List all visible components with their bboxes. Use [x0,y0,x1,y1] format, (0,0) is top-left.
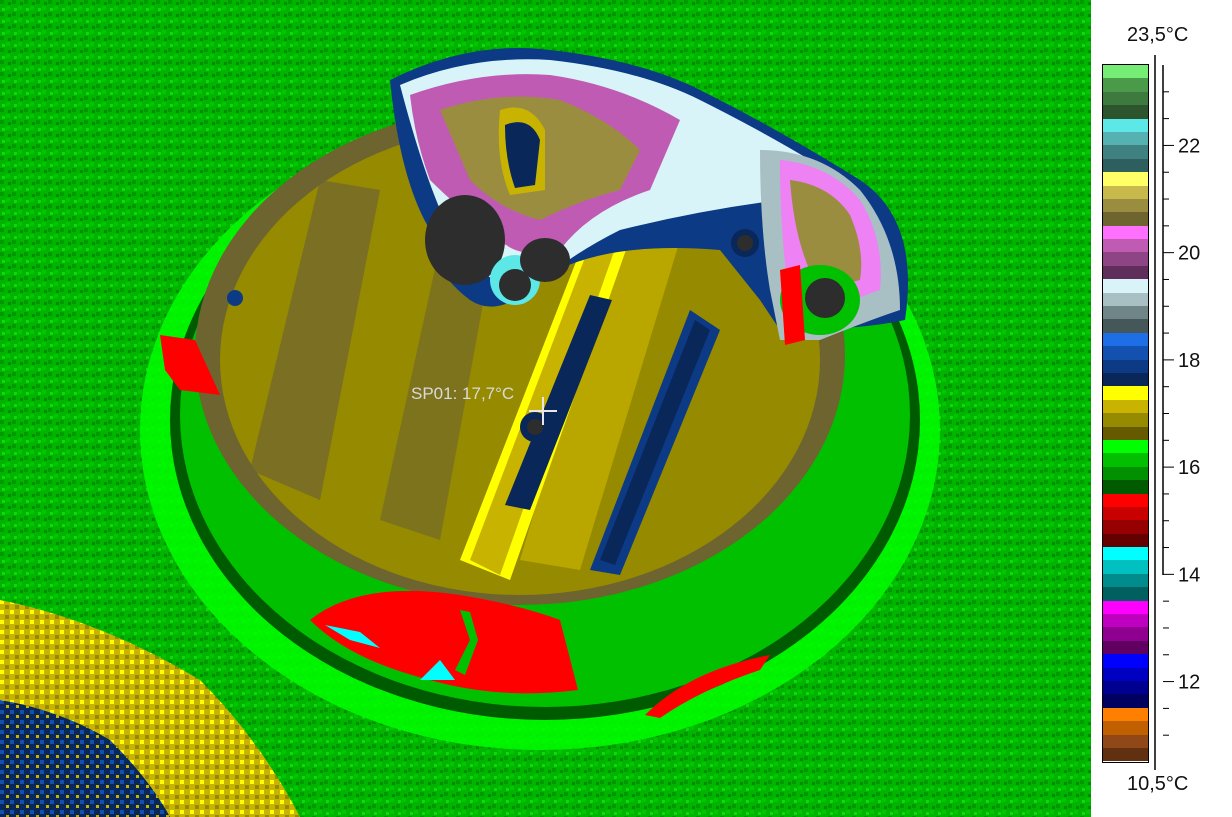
scale-swatch [1103,225,1148,240]
scale-swatch [1103,105,1148,119]
scale-swatch [1103,212,1148,226]
scale-swatch [1103,145,1148,159]
scale-swatch [1103,91,1148,106]
scale-swatch [1103,506,1148,521]
scale-swatch [1103,65,1148,79]
scale-swatch [1103,279,1148,293]
scale-swatch [1103,560,1148,574]
scale-swatch [1103,319,1148,333]
scale-swatch [1103,747,1148,762]
scale-swatch [1103,426,1148,440]
scale-max-label: 23,5°C [1127,24,1189,46]
scale-swatch [1103,399,1148,414]
scale-tick-label: 16 [1178,457,1200,479]
spot-measurement-label: SP01: 17,7°C [411,384,515,403]
color-scale-bar [1102,64,1149,763]
scale-swatch [1103,654,1148,668]
scale-tick-label: 22 [1178,135,1200,157]
scale-swatch [1103,332,1148,347]
scale-swatch [1103,198,1148,213]
spot-crosshair-icon[interactable] [529,397,557,425]
scale-swatch [1103,78,1148,92]
scale-axis: 22 20 18 16 14 12 [1154,55,1200,770]
scale-tick-label: 14 [1178,564,1200,586]
scale-swatch [1103,306,1148,320]
scale-swatch [1103,600,1148,615]
scale-tick-label: 12 [1178,672,1200,694]
scale-swatch [1103,721,1148,735]
scale-swatch [1103,292,1148,307]
scale-swatch [1103,386,1148,400]
scale-swatch [1103,493,1148,507]
scale-tick-label: 20 [1178,243,1200,265]
scale-swatch [1103,172,1148,186]
scale-swatch [1103,158,1148,173]
scale-swatch [1103,520,1148,534]
scale-swatch [1103,185,1148,199]
scale-tick-label: 18 [1178,350,1200,372]
scale-swatch [1103,667,1148,681]
scale-swatch [1103,359,1148,373]
scale-swatch [1103,573,1148,588]
scale-swatch [1103,627,1148,641]
scale-swatch [1103,547,1148,561]
scale-swatch [1103,480,1148,494]
scale-swatch [1103,413,1148,427]
thermal-image [0,0,1091,817]
scale-swatch [1103,131,1148,146]
scale-swatch [1103,707,1148,722]
scale-swatch [1103,372,1148,387]
scale-min-label: 10,5°C [1127,773,1189,795]
scale-swatch [1103,680,1148,695]
scale-swatch [1103,265,1148,280]
scale-swatch [1103,587,1148,601]
scale-swatch [1103,118,1148,132]
scale-swatch [1103,453,1148,467]
scale-swatch [1103,694,1148,708]
scale-swatch [1103,640,1148,655]
scale-swatch [1103,466,1148,481]
scale-swatch [1103,614,1148,628]
scale-swatch [1103,252,1148,266]
scale-swatch [1103,734,1148,748]
scale-swatch [1103,533,1148,548]
scale-swatch [1103,439,1148,454]
scale-swatch [1103,346,1148,360]
scale-swatch [1103,239,1148,253]
